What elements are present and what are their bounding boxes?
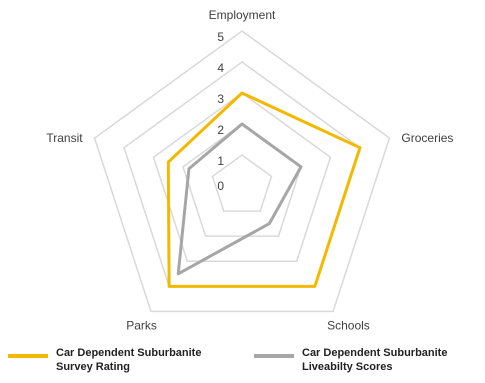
grid-ring-1 — [211, 154, 273, 212]
axis-label-schools: Schools — [327, 318, 370, 332]
tick-label-3: 3 — [217, 92, 224, 106]
tick-label-1: 1 — [217, 154, 224, 168]
axis-label-parks: Parks — [126, 318, 157, 332]
axis-label-transit: Transit — [46, 131, 83, 145]
tick-label-5: 5 — [217, 30, 224, 44]
tick-label-2: 2 — [217, 123, 224, 137]
tick-label-4: 4 — [217, 61, 224, 75]
legend-swatch-survey-rating — [8, 354, 48, 358]
legend-item-survey-rating: Car Dependent Suburbanite Survey Rating — [8, 346, 226, 374]
radial-tick-labels: 0 1 2 3 4 5 — [217, 30, 224, 193]
axis-label-groceries: Groceries — [401, 131, 453, 145]
axis-labels: Employment Groceries Schools Parks Transit — [46, 8, 453, 332]
series-group — [166, 91, 362, 288]
series-line-0 — [166, 91, 362, 288]
axis-label-employment: Employment — [209, 8, 276, 22]
legend-label-liveability-scores: Car Dependent Suburbanite Liveabilty Sco… — [302, 347, 448, 373]
grid-ring-2 — [182, 123, 302, 237]
legend-label-survey-rating: Car Dependent Suburbanite Survey Rating — [56, 347, 202, 373]
series-line-1 — [176, 122, 303, 276]
legend-item-liveability-scores: Car Dependent Suburbanite Liveabilty Sco… — [254, 346, 472, 374]
grid-ring-3 — [152, 92, 332, 262]
legend-swatch-liveability-scores — [254, 354, 294, 358]
grid-ring-5 — [93, 30, 391, 313]
tick-label-0: 0 — [217, 179, 224, 193]
radar-grid — [93, 30, 391, 313]
